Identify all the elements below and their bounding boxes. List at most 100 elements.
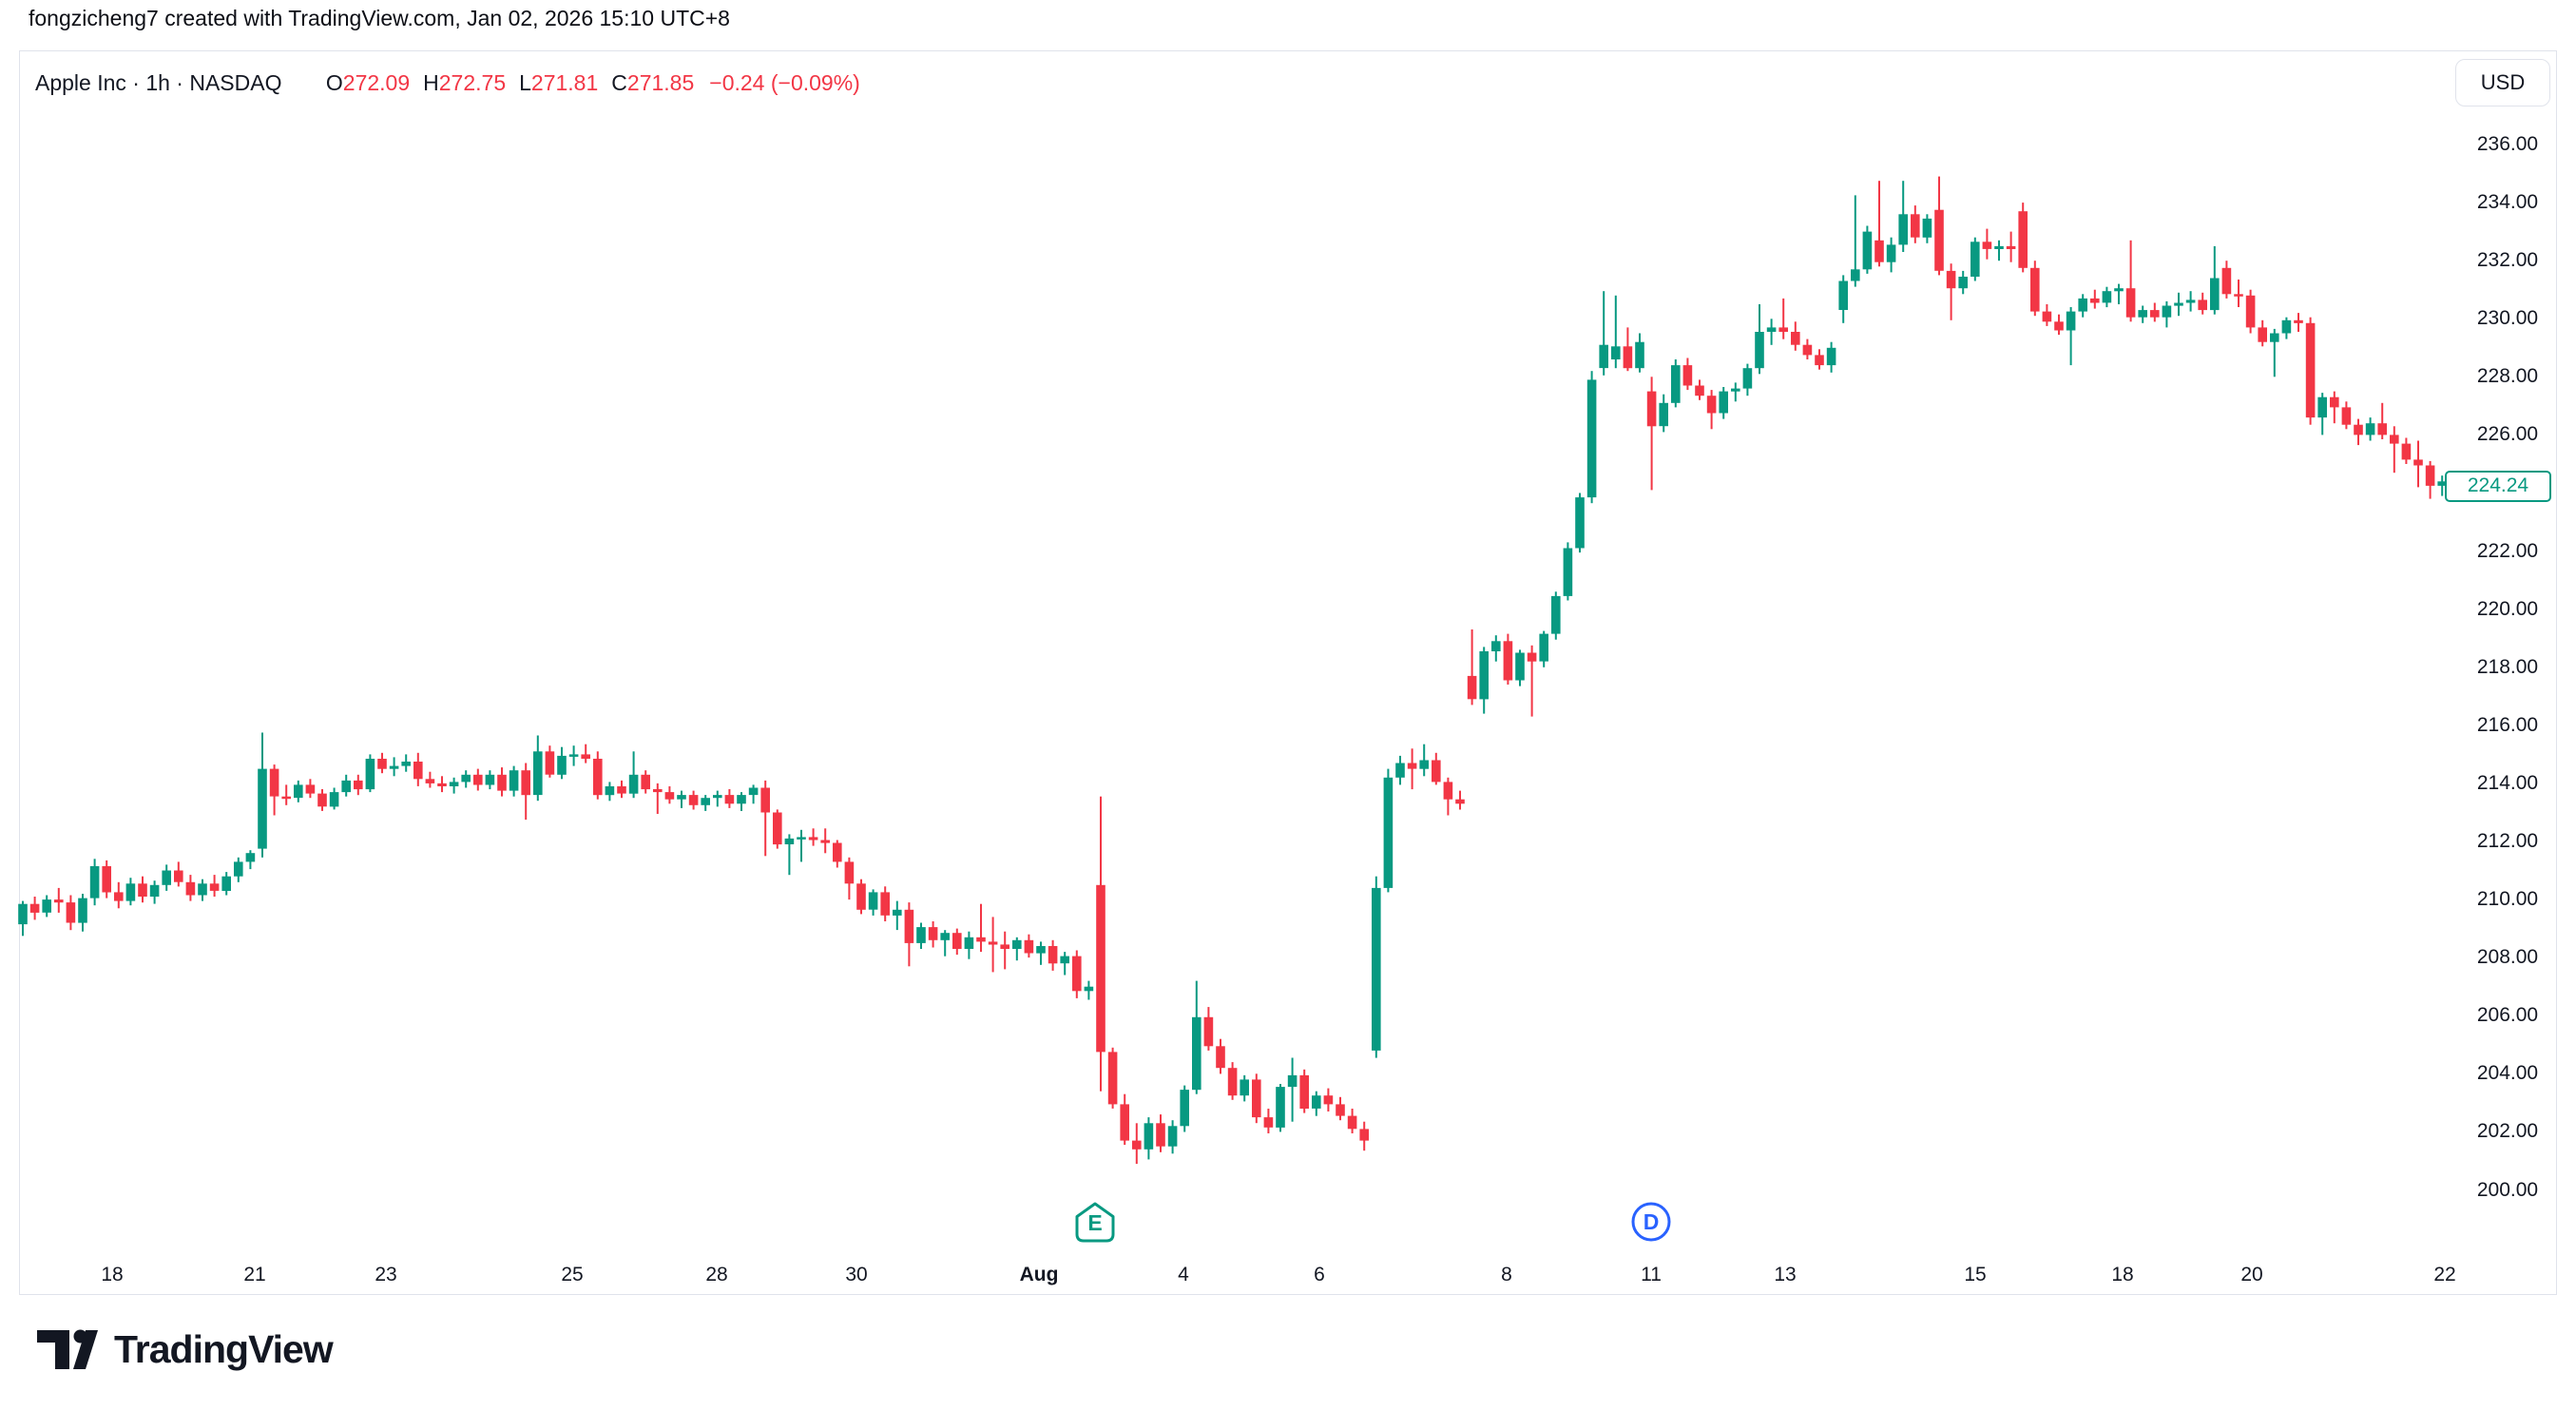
candle <box>928 921 938 948</box>
price-tick-label: 210.00 <box>2476 888 2539 911</box>
candle <box>2281 317 2292 339</box>
candle <box>1419 744 1429 777</box>
candle <box>1192 980 1201 1094</box>
candle <box>1755 304 1764 375</box>
time-tick-label: 21 <box>243 1264 266 1285</box>
candle <box>1934 176 1944 276</box>
candle <box>245 850 256 870</box>
candle <box>354 774 363 796</box>
candle <box>2125 240 2136 322</box>
candle <box>389 757 399 777</box>
candle <box>174 861 183 887</box>
candle <box>1874 181 1884 267</box>
candle <box>1586 371 1597 504</box>
candle <box>593 751 603 800</box>
candle <box>2198 292 2207 315</box>
candle <box>820 828 830 854</box>
candle <box>18 900 28 937</box>
candle <box>2437 475 2447 496</box>
candle <box>1227 1062 1238 1100</box>
currency-button[interactable]: USD <box>2455 59 2550 106</box>
high-value: 272.75 <box>438 70 507 95</box>
price-tick-label: 204.00 <box>2476 1062 2539 1085</box>
candle <box>1455 790 1465 810</box>
candle <box>2365 417 2375 441</box>
candle <box>880 886 890 921</box>
candle <box>688 790 699 810</box>
candle <box>1659 394 1668 433</box>
time-tick-label: 25 <box>561 1264 584 1285</box>
candle <box>1167 1120 1178 1154</box>
candle <box>1862 225 1873 274</box>
candle <box>341 774 351 797</box>
candle <box>2174 292 2183 317</box>
candle <box>1826 341 1836 373</box>
high-label: H <box>423 70 439 95</box>
candle <box>2425 460 2435 499</box>
candle <box>461 770 471 788</box>
candle <box>1922 214 1932 243</box>
time-tick-label: 18 <box>101 1264 124 1285</box>
earnings-icon: E <box>1075 1202 1115 1243</box>
time-axis[interactable]: 18 21 23 25 28 30 Aug 4 6 8 11 13 15 18 20 22 <box>0 1261 2576 1289</box>
candle <box>29 897 40 920</box>
candle <box>952 928 962 956</box>
price-tick-label: 216.00 <box>2476 713 2539 736</box>
candle <box>1120 1093 1129 1146</box>
tradingview-logo[interactable]: TradingView <box>36 1327 334 1372</box>
candle <box>856 879 866 915</box>
candle <box>1336 1096 1345 1121</box>
candle <box>797 829 806 862</box>
time-tick-label: 11 <box>1641 1264 1662 1285</box>
time-tick-label: 28 <box>705 1264 728 1285</box>
candle <box>2317 393 2327 435</box>
dividend-marker[interactable]: D <box>1629 1200 1673 1244</box>
candle <box>1372 876 1381 1058</box>
candle <box>1060 952 1069 976</box>
candle <box>760 780 770 857</box>
candle <box>1563 542 1573 601</box>
candle <box>509 765 519 797</box>
candle <box>653 783 663 814</box>
price-tick-label: 234.00 <box>2476 191 2539 214</box>
close-label: C <box>611 70 627 95</box>
candle <box>1994 240 2004 261</box>
candle <box>1084 980 1094 1000</box>
candle <box>125 878 136 906</box>
tradingview-logo-icon <box>37 1329 98 1369</box>
candle <box>1958 270 1968 295</box>
candle <box>664 786 675 804</box>
candle <box>2305 317 2316 425</box>
candle <box>2102 286 2112 308</box>
candle <box>628 751 639 799</box>
candle <box>2270 328 2279 377</box>
candle <box>2006 231 2016 262</box>
candle <box>449 777 459 794</box>
candle <box>114 881 124 909</box>
candle <box>1072 950 1082 998</box>
price-tick-label: 200.00 <box>2476 1178 2539 1201</box>
earnings-marker[interactable]: E <box>1073 1200 1117 1244</box>
candle <box>2341 401 2352 430</box>
change-value: −0.24 (−0.09%) <box>709 70 860 95</box>
candle <box>1144 1117 1154 1160</box>
time-tick-label: 18 <box>2111 1264 2134 1285</box>
candle <box>377 752 387 774</box>
candle <box>1467 629 1477 706</box>
last-price-badge: 224.24 <box>2445 470 2551 502</box>
candle <box>1802 338 1813 359</box>
candle <box>1946 263 1956 320</box>
ohlc-values: O272.09 H272.75 L271.81 C271.85 −0.24 (−0.09… <box>313 70 860 95</box>
time-tick-label: 20 <box>2240 1264 2263 1285</box>
candle <box>138 876 147 903</box>
candle <box>2234 280 2243 307</box>
candle <box>162 864 171 891</box>
svg-text:E: E <box>1087 1210 1102 1235</box>
candle <box>988 917 998 973</box>
candle <box>198 879 207 901</box>
candle <box>2030 261 2040 317</box>
price-tick-label: 218.00 <box>2476 655 2539 678</box>
time-tick-label: 23 <box>375 1264 397 1285</box>
candle <box>521 763 530 821</box>
